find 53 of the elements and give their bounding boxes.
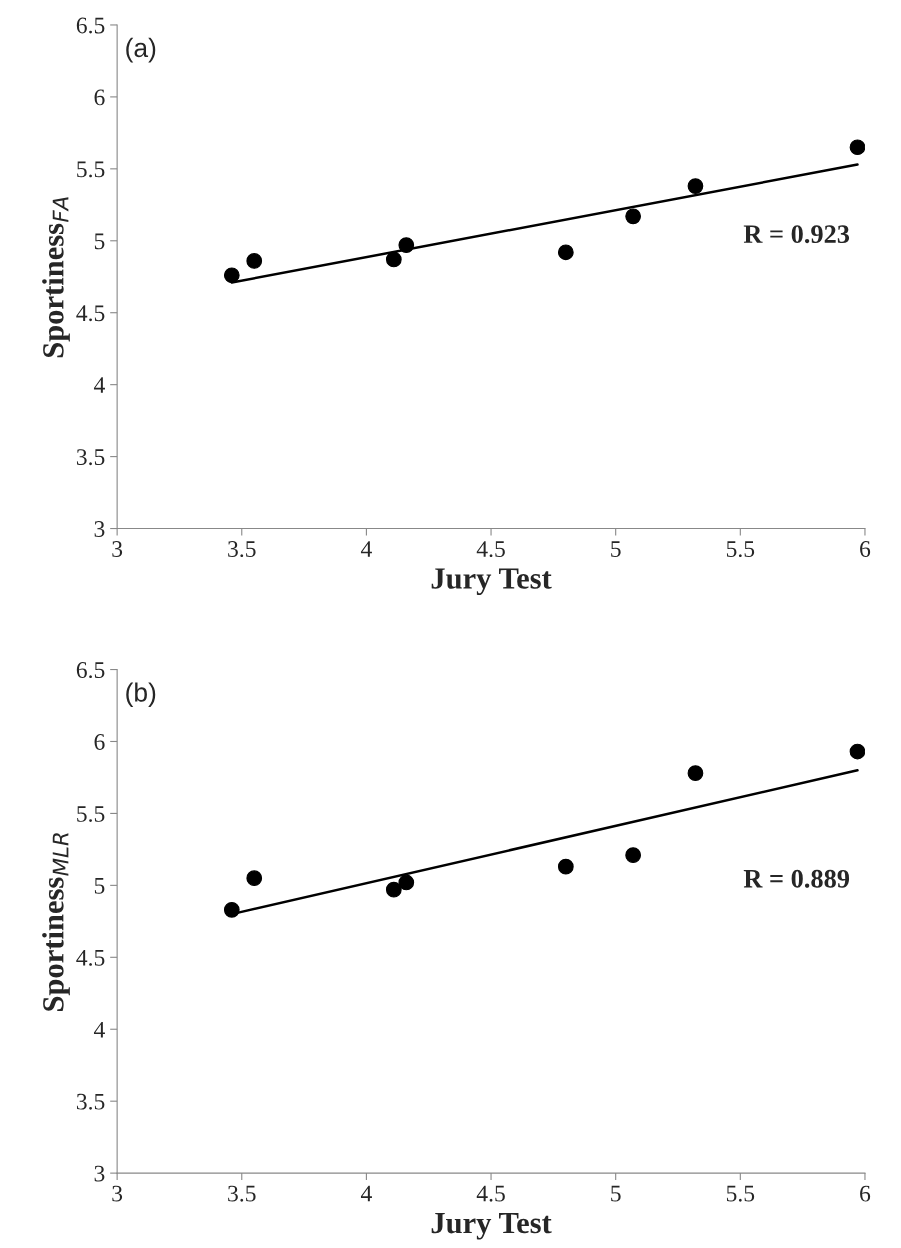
x-tick-label: 4 — [360, 1185, 372, 1202]
point — [398, 874, 415, 891]
y-tick-label: 6 — [94, 734, 105, 750]
y-tick-label: 6.5 — [76, 662, 105, 679]
y-tick-label: 5 — [94, 233, 105, 250]
point — [849, 743, 865, 760]
y-tick-label: 3 — [94, 1165, 105, 1182]
x-tick-label: 3.5 — [228, 1185, 256, 1202]
y-tick-label: 5 — [94, 878, 105, 894]
point — [385, 251, 402, 268]
x-tick-label: 5 — [611, 541, 621, 557]
point — [246, 870, 263, 887]
x-tick-label: 3 — [112, 541, 123, 557]
point — [687, 178, 704, 194]
y-tick-label: 5.5 — [77, 161, 105, 178]
y-tick-label: 6 — [94, 89, 105, 106]
x-axis-title: Jury Test — [431, 568, 552, 596]
y-tick-label: 5.5 — [77, 806, 105, 822]
point — [687, 765, 704, 782]
point — [625, 208, 642, 225]
annotation: R = 0.923 — [743, 225, 850, 244]
y-tick-label: 4.5 — [76, 949, 105, 966]
point — [557, 858, 574, 875]
x-tick-label: 6 — [860, 1185, 871, 1202]
x-tick-label: 3 — [112, 1185, 123, 1202]
x-tick-label: 4 — [360, 541, 372, 557]
annotation: R = 0.889 — [743, 869, 850, 888]
point — [849, 139, 865, 156]
y-tick-label: 3.5 — [76, 449, 105, 466]
point — [246, 253, 263, 269]
x-tick-label: 5.5 — [726, 1185, 755, 1202]
y-axis-title: Sportiness$_{MLR}$ — [42, 833, 70, 1011]
y-tick-label: 3.5 — [76, 1093, 105, 1110]
x-tick-label: 6 — [860, 541, 871, 557]
y-tick-label: 3 — [94, 521, 105, 537]
x-axis-title: Jury Test — [431, 1213, 552, 1240]
annotation: (b) — [126, 682, 156, 708]
annotation: (a) — [126, 37, 156, 63]
x-tick-label: 3.5 — [228, 541, 256, 558]
x-tick-label: 4.5 — [476, 541, 505, 558]
point — [385, 881, 402, 898]
y-tick-label: 6.5 — [76, 17, 105, 34]
y-axis-title: Sportiness$_{FA}$ — [42, 197, 70, 358]
x-tick-label: 4.5 — [476, 1185, 505, 1202]
y-tick-label: 4.5 — [76, 305, 105, 322]
point — [625, 847, 642, 864]
point — [223, 901, 240, 918]
point — [223, 267, 240, 284]
point — [557, 244, 574, 261]
y-tick-label: 4 — [93, 377, 105, 393]
x-tick-label: 5 — [611, 1185, 621, 1202]
y-tick-label: 4 — [93, 1021, 105, 1038]
x-tick-label: 5.5 — [726, 541, 755, 558]
